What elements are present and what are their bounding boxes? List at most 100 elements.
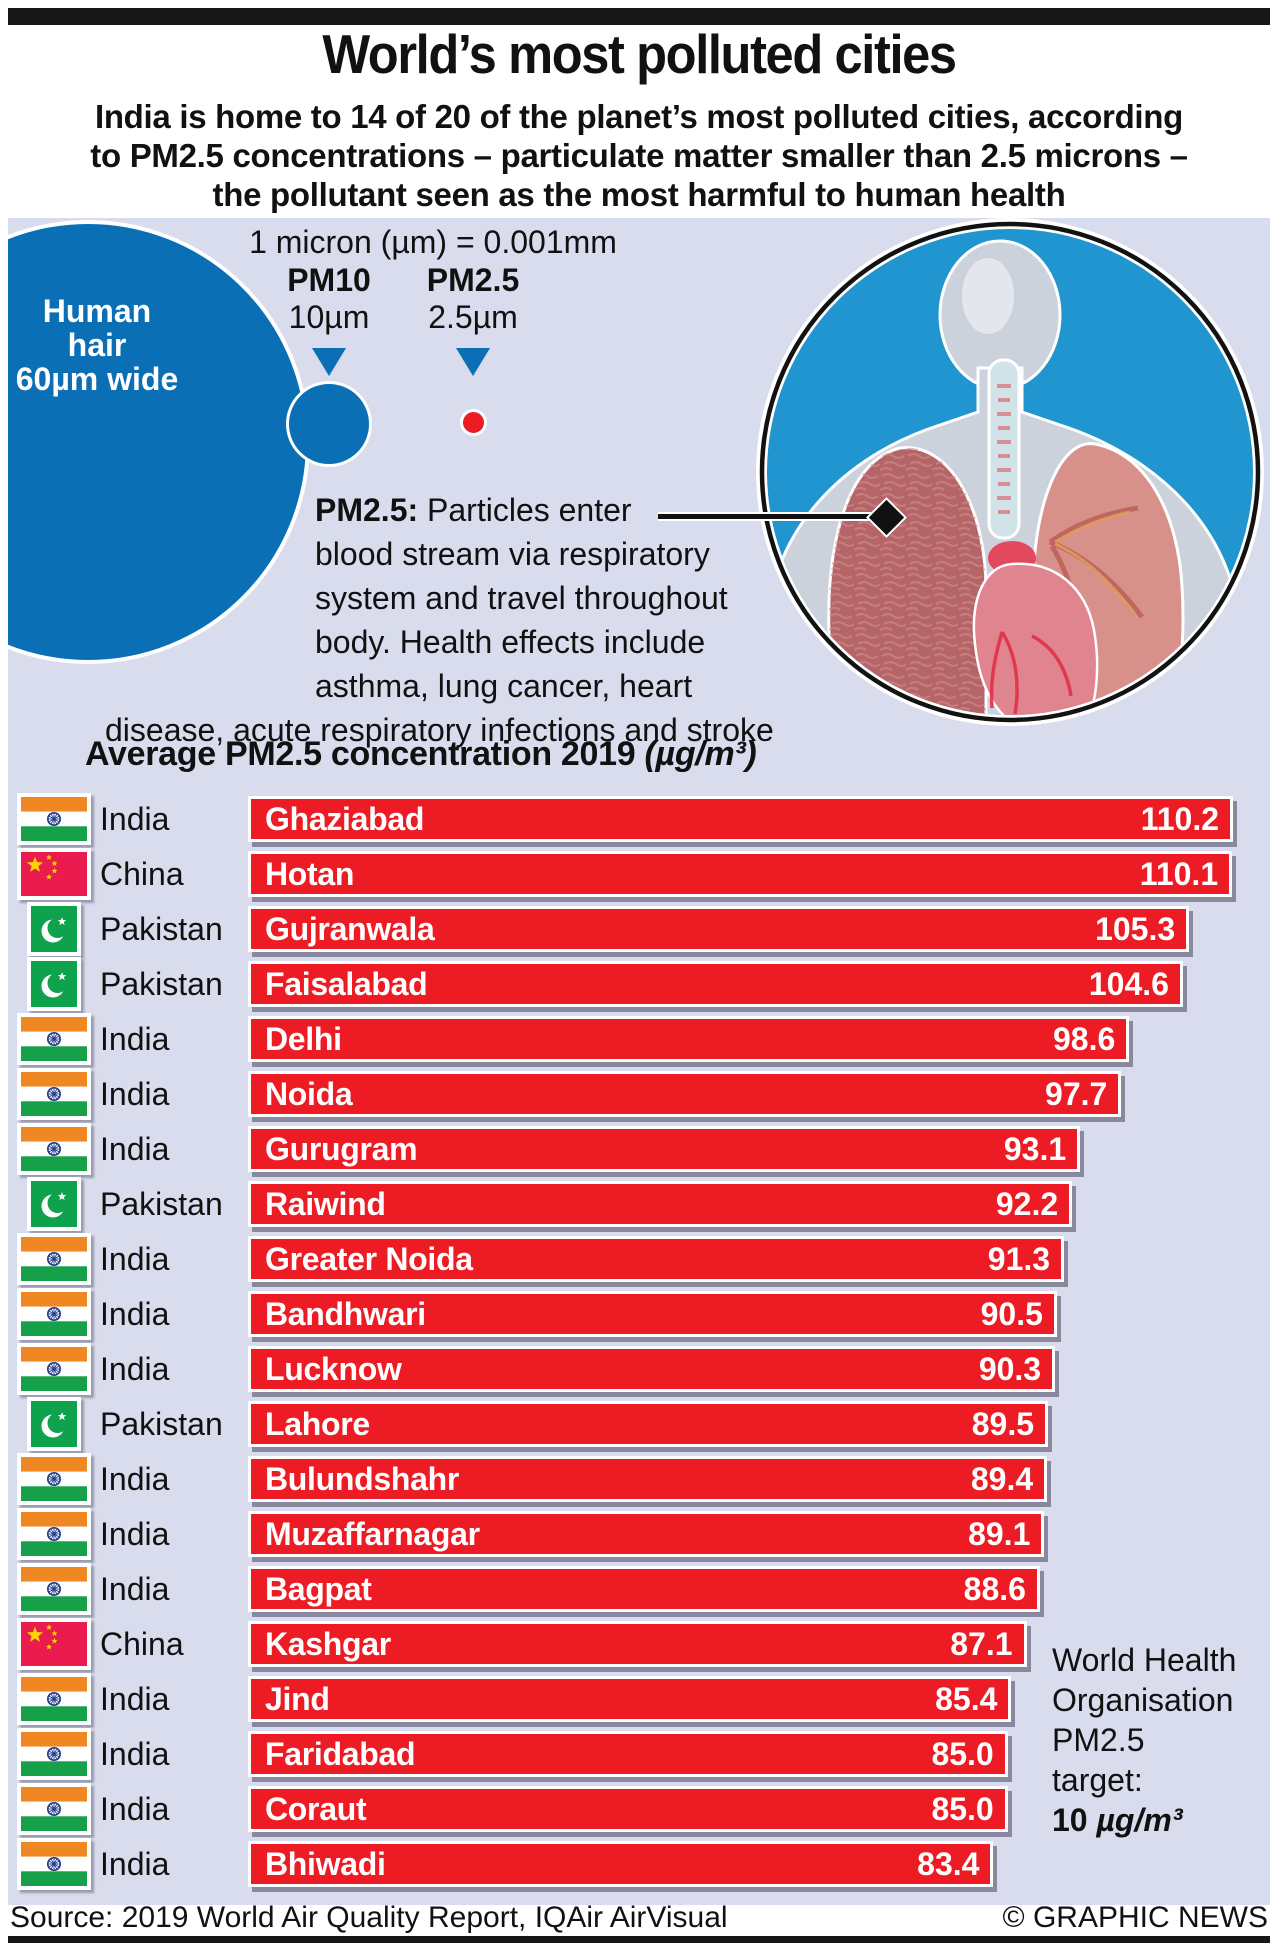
city-bar: Gujranwala 105.3: [248, 906, 1190, 952]
triangle-down-icon: [456, 348, 490, 376]
value-label: 85.0: [931, 1735, 994, 1772]
who-target-value: 10: [1052, 1802, 1088, 1838]
table-row: India Delhi 98.6: [8, 1013, 1270, 1065]
triangle-down-icon: [312, 348, 346, 376]
bar-track: Lucknow 90.3: [248, 1346, 1233, 1392]
country-label: Pakistan: [100, 910, 223, 947]
country-flag-cell: [8, 1343, 100, 1395]
bottom-rule-bar: [8, 1936, 1270, 1943]
pm25-particle-dot: [459, 409, 487, 436]
table-row: India Bulundshahr 89.4: [8, 1453, 1270, 1505]
country-label: Pakistan: [100, 965, 223, 1002]
country-flag-icon: [17, 1618, 91, 1670]
city-bar: Jind 85.4: [248, 1676, 1012, 1722]
value-label: 85.4: [935, 1680, 998, 1717]
country-flag-icon: [17, 1068, 91, 1120]
city-bar: Ghaziabad 110.2: [248, 796, 1233, 842]
table-row: India Lucknow 90.3: [8, 1343, 1270, 1395]
country-flag-cell: [8, 1233, 100, 1285]
bar-track: Faisalabad 104.6: [248, 961, 1233, 1007]
country-label: India: [100, 1680, 170, 1717]
bar-track: Raiwind 92.2: [248, 1181, 1233, 1227]
value-label: 89.4: [970, 1460, 1034, 1497]
city-label: Bulundshahr: [265, 1460, 460, 1497]
city-bar: Faisalabad 104.6: [248, 961, 1183, 1007]
city-label: Coraut: [265, 1790, 367, 1827]
pm25-size-label: 2.5µm: [428, 299, 518, 335]
value-label: 110.1: [1139, 855, 1219, 892]
callout-line: [658, 514, 884, 519]
value-label: 87.1: [950, 1625, 1013, 1662]
city-label: Faridabad: [265, 1735, 416, 1772]
city-bar: Lahore 89.5: [248, 1401, 1049, 1447]
bar-track: Muzaffarnagar 89.1: [248, 1511, 1233, 1557]
who-target-unit: µg/m³: [1096, 1802, 1183, 1838]
bar-track: Bhiwadi 83.4: [248, 1841, 1233, 1887]
country-label: India: [100, 1295, 170, 1332]
value-label: 89.1: [968, 1515, 1031, 1552]
value-label: 104.6: [1088, 965, 1169, 1002]
city-label: Jind: [265, 1680, 330, 1717]
country-label: India: [100, 1240, 170, 1277]
table-row: Pakistan Gujranwala 105.3: [8, 902, 1270, 956]
city-label: Faisalabad: [265, 965, 428, 1002]
city-label: Hotan: [265, 855, 355, 892]
country-flag-cell: [8, 1068, 100, 1120]
value-label: 110.2: [1140, 800, 1219, 837]
value-label: 91.3: [987, 1240, 1051, 1277]
country-label: Pakistan: [100, 1185, 223, 1222]
table-row: India Greater Noida 91.3: [8, 1233, 1270, 1285]
pm10-size-group: PM10 10µm: [254, 262, 404, 467]
city-bar: Raiwind 92.2: [248, 1181, 1073, 1227]
country-flag-icon: [17, 1288, 91, 1340]
value-label: 89.5: [971, 1405, 1035, 1442]
table-row: India Muzaffarnagar 89.1: [8, 1508, 1270, 1560]
country-flag-cell: [8, 1453, 100, 1505]
subtitle-line: the pollutant seen as the most harmful t…: [212, 176, 1066, 213]
table-row: Pakistan Faisalabad 104.6: [8, 957, 1270, 1011]
city-label: Gujranwala: [265, 910, 435, 947]
pollution-bar-chart: India Ghaziabad 110.2 China Hotan 110.1: [8, 793, 1270, 1896]
chart-title-unit: (µg/m³): [644, 735, 757, 773]
pm10-particle-circle: [286, 381, 372, 467]
who-target-note: World Health Organisation PM2.5 target: …: [1052, 1642, 1237, 1838]
city-label: Lahore: [265, 1405, 370, 1442]
country-label: Pakistan: [100, 1405, 223, 1442]
infographic-panel: Human hair 60µm wide 1 micron (µm) = 0.0…: [8, 218, 1270, 1905]
table-row: India Gurugram 93.1: [8, 1123, 1270, 1175]
pm25-description: PM2.5: Particles enter blood stream via …: [105, 492, 774, 748]
city-bar: Faridabad 85.0: [248, 1731, 1008, 1777]
human-hair-label: Human hair 60µm wide: [15, 293, 179, 397]
bar-track: Greater Noida 91.3: [248, 1236, 1233, 1282]
subtitle: India is home to 14 of 20 of the planet’…: [0, 97, 1278, 214]
country-flag-icon: [17, 1563, 91, 1615]
country-label: India: [100, 1460, 170, 1497]
country-flag-icon: [27, 902, 81, 956]
country-flag-icon: [17, 1233, 91, 1285]
country-flag-cell: [8, 1123, 100, 1175]
top-rule-bar: [8, 8, 1270, 25]
country-label: India: [100, 1845, 170, 1882]
pm25-label: PM2.5: [426, 262, 520, 298]
city-label: Ghaziabad: [265, 800, 425, 837]
bar-track: Coraut 85.0: [248, 1786, 1233, 1832]
city-bar: Coraut 85.0: [248, 1786, 1008, 1832]
country-flag-icon: [17, 1123, 91, 1175]
country-flag-icon: [17, 1838, 91, 1890]
country-label: India: [100, 1130, 170, 1167]
value-label: 93.1: [1003, 1130, 1067, 1167]
bar-track: Faridabad 85.0: [248, 1731, 1233, 1777]
country-label: India: [100, 1350, 170, 1387]
table-row: India Jind 85.4: [8, 1673, 1270, 1725]
country-flag-icon: [27, 1397, 81, 1451]
city-bar: Bandhwari 90.5: [248, 1291, 1057, 1337]
country-flag-cell: [8, 1838, 100, 1890]
table-row: India Faridabad 85.0: [8, 1728, 1270, 1780]
city-label: Gurugram: [265, 1130, 418, 1167]
subtitle-line: India is home to 14 of 20 of the planet’…: [94, 98, 1184, 135]
country-flag-icon: [17, 1013, 91, 1065]
country-flag-cell: [8, 1728, 100, 1780]
country-flag-icon: [17, 1453, 91, 1505]
copyright-credit: © GRAPHIC NEWS: [1002, 1901, 1268, 1934]
